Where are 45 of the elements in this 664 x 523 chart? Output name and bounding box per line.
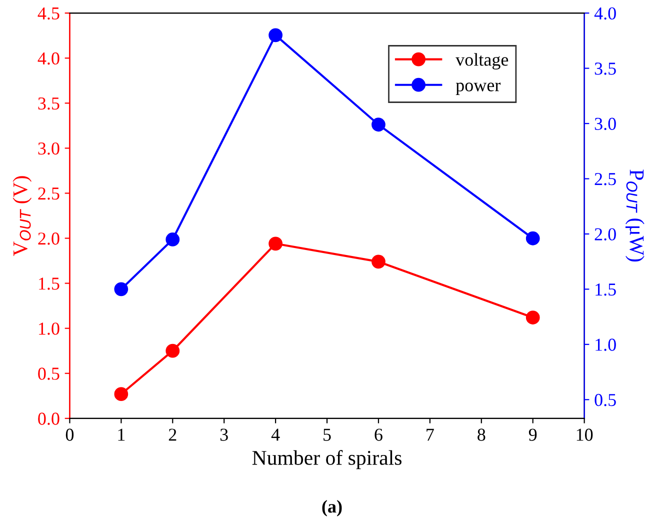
y-tick-label: 0.5 <box>38 368 60 380</box>
x-tick-label: 7 <box>426 428 434 441</box>
point <box>372 254 386 269</box>
y2-tick-label: 1.5 <box>596 284 616 296</box>
x-tick-label: 4 <box>271 428 280 441</box>
y2-tick-label: 1.0 <box>596 338 616 351</box>
x-tick-label: 3 <box>220 428 228 441</box>
y2-tick-label: 4.0 <box>594 7 616 20</box>
point <box>114 387 128 402</box>
x-tick-label: 8 <box>478 428 486 441</box>
point <box>166 344 180 358</box>
y2-axis-title: P$_{OUT}$ (μW) <box>625 170 644 262</box>
y2-tick-label: 3.0 <box>594 118 616 130</box>
y-axis-title: V$_{OUT}$ (V) <box>12 176 32 256</box>
y-tick-label: 3.5 <box>38 97 60 110</box>
y-tick-label: 2.0 <box>38 232 60 245</box>
x-tick-label: 10 <box>576 428 593 441</box>
x-tick-label: 9 <box>528 428 537 441</box>
legend-label: power <box>456 82 501 96</box>
point <box>166 232 180 246</box>
x-tick-label: 0 <box>66 428 74 441</box>
point <box>372 118 386 132</box>
y2-tick-label: 3.5 <box>594 62 616 75</box>
y2-tick-label: 0.5 <box>594 394 616 406</box>
y-tick-label: 3.0 <box>38 142 60 155</box>
point <box>268 28 283 42</box>
point <box>268 236 283 251</box>
y-tick-label: 1.0 <box>39 322 60 335</box>
x-tick-label: 5 <box>324 428 331 441</box>
y2-tick-label: 2.5 <box>594 173 616 186</box>
y-tick-label: 1.5 <box>39 278 60 290</box>
y-tick-label: 4.5 <box>38 7 60 20</box>
legend-label: voltage <box>456 53 508 70</box>
y2-tick-label: 2.0 <box>594 228 616 240</box>
x-tick-label: 1 <box>118 428 125 441</box>
y-tick-label: 0.0 <box>38 412 60 425</box>
x-axis-title: Number of spirals <box>252 450 402 470</box>
x-tick-label: 6 <box>374 428 382 441</box>
x-tick-label: 2 <box>168 428 176 441</box>
y-tick-label: 4.0 <box>38 52 60 65</box>
text: (a) <box>322 500 342 516</box>
point <box>526 231 540 246</box>
point <box>526 310 540 324</box>
y-tick-label: 2.5 <box>38 188 60 200</box>
point <box>114 282 128 296</box>
